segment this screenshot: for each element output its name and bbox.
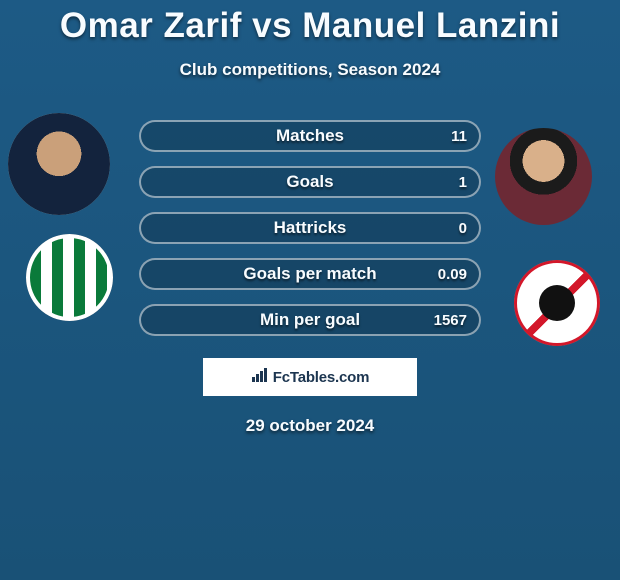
stat-label: Min per goal [141,310,479,330]
player-left-avatar [8,113,110,215]
page-title: Omar Zarif vs Manuel Lanzini [0,0,620,46]
stat-value-right: 1567 [434,312,467,329]
stat-row: Goals 1 [139,166,481,198]
stat-label: Goals per match [141,264,479,284]
subtitle: Club competitions, Season 2024 [0,60,620,80]
stat-value-right: 0.09 [438,266,467,283]
comparison-card: Omar Zarif vs Manuel Lanzini Club compet… [0,0,620,580]
stat-label: Hattricks [141,218,479,238]
player-right-avatar [495,128,592,225]
club-left-badge [26,234,113,321]
stat-row: Hattricks 0 [139,212,481,244]
stat-label: Matches [141,126,479,146]
stat-label: Goals [141,172,479,192]
stat-row: Goals per match 0.09 [139,258,481,290]
stat-value-right: 1 [459,174,467,191]
stat-row: Matches 11 [139,120,481,152]
chart-icon [251,367,271,388]
stat-row: Min per goal 1567 [139,304,481,336]
stat-value-right: 11 [451,128,467,145]
brand-label: FcTables.com [273,369,370,386]
brand-badge[interactable]: FcTables.com [203,358,417,396]
date-label: 29 october 2024 [0,416,620,436]
club-right-badge [514,260,600,346]
stat-value-right: 0 [459,220,467,237]
